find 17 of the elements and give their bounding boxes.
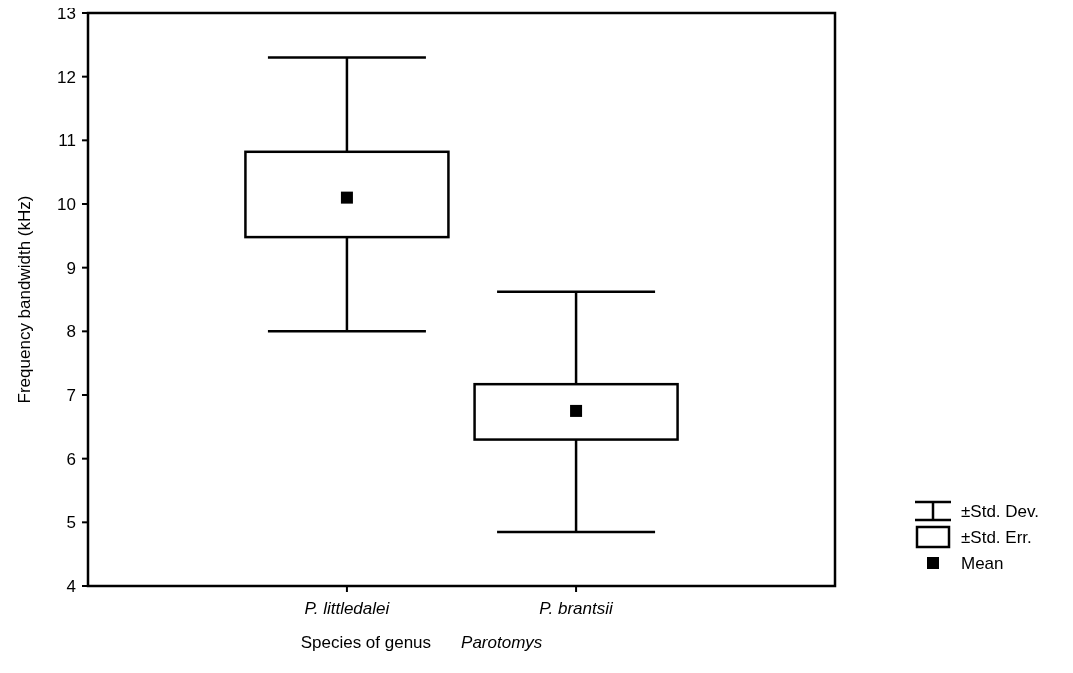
x-tick-label: P. littledalei [304, 599, 391, 618]
y-tick-label: 11 [58, 131, 76, 151]
text: ±Std. Dev. [961, 501, 1039, 521]
y-tick-label: 13 [57, 3, 76, 23]
text: Mean [961, 553, 1004, 573]
text: ±Std. Err. [961, 527, 1032, 547]
y-tick-label: 7 [66, 385, 76, 405]
y-tick-label: 6 [66, 449, 76, 469]
y-tick-label: 5 [66, 513, 76, 533]
y-tick-label: 9 [66, 258, 76, 278]
x-tick-label: P. brantsii [539, 599, 614, 618]
y-tick-label: 12 [57, 67, 76, 87]
text: Species of genus Parotomys [300, 633, 543, 652]
y-tick-label: 4 [66, 576, 76, 596]
y-tick-label: 8 [66, 322, 76, 342]
y-axis-title: Frequency bandwidth (kHz) [15, 195, 34, 404]
y-tick-label: 10 [57, 194, 76, 214]
